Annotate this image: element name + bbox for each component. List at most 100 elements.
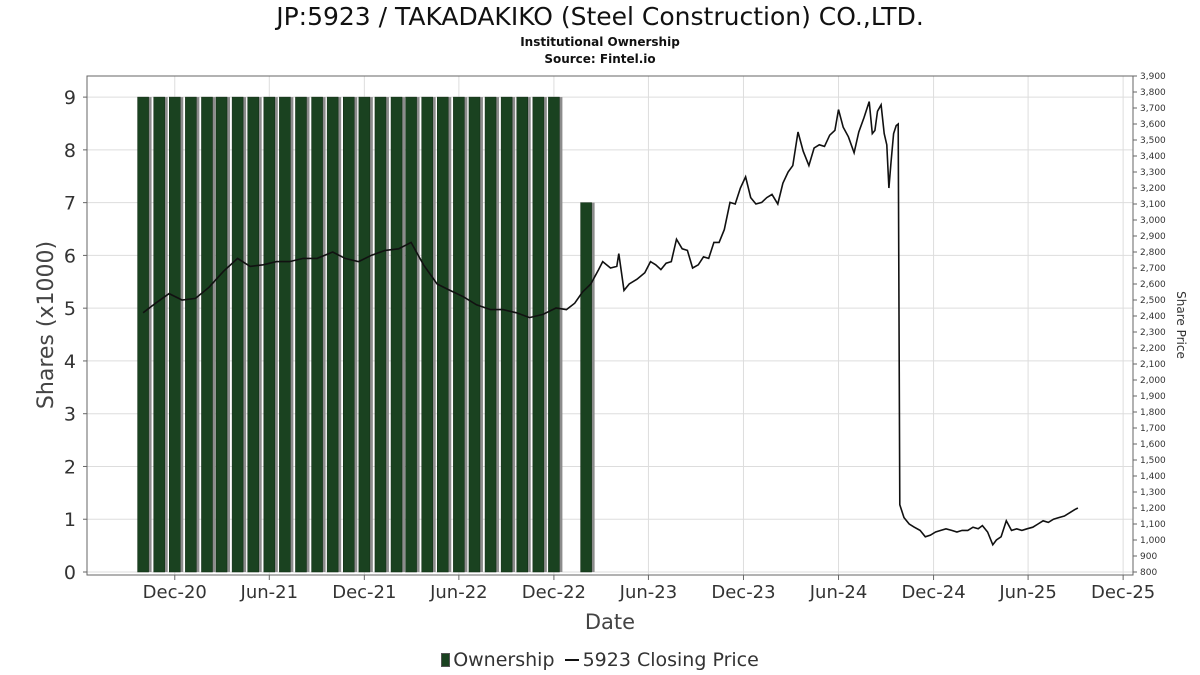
y-tick-label-right: 1,100 xyxy=(1140,520,1166,530)
x-tick-label: Jun-25 xyxy=(998,582,1057,603)
y-tick-label-right: 2,600 xyxy=(1140,280,1166,290)
ownership-bar xyxy=(437,96,449,573)
ownership-bar xyxy=(153,96,165,573)
y-tick-label-right: 3,700 xyxy=(1140,104,1166,114)
x-tick-label: Dec-22 xyxy=(522,582,586,603)
y2-axis-label: Share Price xyxy=(1174,291,1188,359)
y-tick-label-left: 6 xyxy=(64,245,76,267)
y-tick-label-right: 3,900 xyxy=(1140,72,1166,82)
ownership-bar xyxy=(169,96,181,573)
chart-title: JP:5923 / TAKADAKIKO (Steel Construction… xyxy=(276,2,924,31)
ownership-bar xyxy=(390,96,403,573)
y-tick-label-right: 1,600 xyxy=(1140,440,1166,450)
ownership-bar xyxy=(295,96,307,573)
legend: Ownership 5923 Closing Price xyxy=(0,648,1200,671)
y-tick-label-left: 8 xyxy=(64,140,76,162)
y-axis-right: 800 900 1,000 1,100 1,200 1,300 1,400 1,500 1,60… xyxy=(1133,72,1166,578)
ownership-bar xyxy=(343,96,355,573)
x-tick-label: Dec-24 xyxy=(901,582,965,603)
ownership-bar xyxy=(263,96,276,573)
y-tick-label-right: 1,500 xyxy=(1140,456,1166,466)
y-tick-label-right: 800 xyxy=(1140,568,1157,578)
ownership-bar xyxy=(516,96,528,573)
y-tick-label-left: 0 xyxy=(64,562,76,584)
ownership-bar xyxy=(358,96,371,573)
y-axis-left: 0 1 2 3 4 5 6 7 8 9 xyxy=(64,87,87,584)
y-tick-label-left: 4 xyxy=(64,351,76,373)
y-tick-label-right: 1,800 xyxy=(1140,408,1166,418)
y-tick-label-right: 2,500 xyxy=(1140,296,1166,306)
y-tick-label-right: 1,700 xyxy=(1140,424,1166,434)
x-tick-label: Jun-22 xyxy=(429,582,488,603)
y-tick-label-right: 3,800 xyxy=(1140,88,1166,98)
y-tick-label-left: 7 xyxy=(64,193,76,215)
ownership-bar xyxy=(374,96,387,573)
price-line xyxy=(142,101,1079,547)
y-tick-label-left: 2 xyxy=(64,456,76,478)
legend-item-price: 5923 Closing Price xyxy=(561,649,759,671)
chart-source: Source: Fintel.io xyxy=(544,52,656,66)
y-tick-label-right: 3,300 xyxy=(1140,168,1166,178)
x-tick-label: Dec-21 xyxy=(332,582,396,603)
y-tick-label-right: 1,300 xyxy=(1140,488,1166,498)
y-tick-label-right: 3,600 xyxy=(1140,120,1166,130)
y-tick-label-right: 2,700 xyxy=(1140,264,1166,274)
legend-item-ownership: Ownership xyxy=(441,648,555,671)
y-tick-label-right: 1,900 xyxy=(1140,392,1166,402)
chart-subtitle: Institutional Ownership xyxy=(520,35,680,49)
ownership-bar xyxy=(279,96,291,573)
y-tick-label-right: 3,200 xyxy=(1140,184,1166,194)
legend-swatch-price xyxy=(564,658,579,661)
ownership-bar xyxy=(453,96,465,573)
y-axis-label: Shares (x1000) xyxy=(34,241,59,409)
y-tick-label-right: 2,000 xyxy=(1140,376,1166,386)
x-axis-label: Date xyxy=(585,610,635,634)
y-tick-label-right: 3,000 xyxy=(1140,216,1166,226)
y-tick-label-right: 900 xyxy=(1140,552,1157,562)
ownership-bar xyxy=(326,96,339,573)
ownership-bar xyxy=(311,96,323,573)
ownership-bar xyxy=(247,96,259,573)
y-tick-label-right: 2,400 xyxy=(1140,312,1166,322)
y-tick-label-right: 2,100 xyxy=(1140,360,1166,370)
legend-label-ownership: Ownership xyxy=(453,648,555,671)
y-tick-label-left: 9 xyxy=(64,87,76,109)
ownership-bar xyxy=(421,96,433,573)
ownership-bar xyxy=(500,96,513,573)
y-tick-label-left: 5 xyxy=(64,298,76,320)
y-tick-label-right: 1,200 xyxy=(1140,504,1166,514)
y-tick-label-right: 2,900 xyxy=(1140,232,1166,242)
ownership-bar xyxy=(580,202,592,573)
x-axis: Dec-20 Jun-21 Dec-21 Jun-22 Dec-22 Jun-23 Dec-… xyxy=(143,575,1155,603)
legend-swatch-ownership xyxy=(441,652,451,667)
y-tick-label-right: 1,400 xyxy=(1140,472,1166,482)
y-tick-label-right: 3,500 xyxy=(1140,136,1166,146)
ownership-bar xyxy=(468,96,481,573)
legend-label-price: 5923 Closing Price xyxy=(582,648,759,671)
y-tick-label-right: 3,100 xyxy=(1140,200,1166,210)
ownership-bar xyxy=(484,96,497,573)
y-tick-label-right: 2,800 xyxy=(1140,248,1166,258)
x-tick-label: Jun-21 xyxy=(240,582,299,603)
y-tick-label-right: 1,000 xyxy=(1140,536,1166,546)
ownership-bar xyxy=(137,96,149,573)
x-tick-label: Jun-24 xyxy=(809,582,868,603)
ownership-bars xyxy=(137,96,595,573)
x-tick-label: Dec-23 xyxy=(711,582,775,603)
x-tick-label: Dec-25 xyxy=(1091,582,1155,603)
ownership-bar xyxy=(405,96,417,573)
y-tick-label-right: 2,200 xyxy=(1140,344,1166,354)
x-tick-label: Jun-23 xyxy=(619,582,678,603)
y-tick-label-left: 3 xyxy=(64,404,76,426)
ownership-bar xyxy=(201,96,213,573)
x-tick-label: Dec-20 xyxy=(143,582,207,603)
ownership-bar xyxy=(231,96,244,573)
ownership-bar xyxy=(185,96,197,573)
ownership-bar xyxy=(215,96,228,573)
plot-frame xyxy=(86,75,1134,576)
y-tick-label-right: 3,400 xyxy=(1140,152,1166,162)
ownership-bar xyxy=(532,96,545,573)
ownership-bar xyxy=(548,96,560,573)
y-tick-label-right: 2,300 xyxy=(1140,328,1166,338)
